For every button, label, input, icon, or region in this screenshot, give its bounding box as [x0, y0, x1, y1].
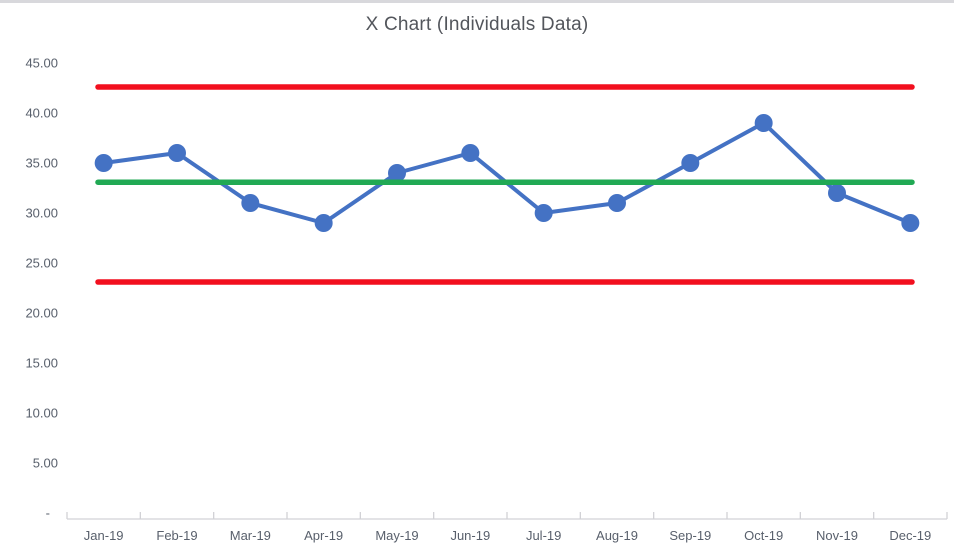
y-axis-tick-label: 15.00 — [25, 356, 58, 371]
x-axis-category-label: Oct-19 — [744, 528, 783, 543]
x-axis-category-label: Jul-19 — [526, 528, 561, 543]
data-point-marker — [754, 114, 773, 132]
data-point-marker — [534, 204, 553, 222]
x-axis-category-label: Dec-19 — [889, 528, 931, 543]
y-axis-tick-label: 40.00 — [25, 106, 58, 121]
x-axis-category-label: Jun-19 — [450, 528, 490, 543]
chart-title: X Chart (Individuals Data) — [365, 14, 589, 35]
data-point-marker — [901, 214, 920, 232]
y-axis-tick-label: 20.00 — [25, 306, 58, 321]
x-axis-category-label: May-19 — [375, 528, 418, 543]
data-point-marker — [314, 214, 333, 232]
x-axis-category-label: Feb-19 — [156, 528, 197, 543]
y-axis-tick-label: 45.00 — [25, 56, 58, 71]
data-point-marker — [388, 164, 406, 182]
individuals-line — [101, 121, 913, 225]
y-axis-tick-label: 10.00 — [25, 406, 58, 421]
data-point-marker — [828, 184, 846, 202]
data-point-marker — [241, 194, 260, 212]
y-axis-tick-label: 5.00 — [33, 456, 58, 471]
x-axis-category-label: Apr-19 — [304, 528, 343, 543]
data-point-marker — [608, 194, 626, 212]
x-axis-category-label: Aug-19 — [596, 528, 638, 543]
y-axis-tick-label: - — [46, 506, 50, 521]
data-point-marker — [168, 144, 186, 162]
y-axis-tick-label: 25.00 — [25, 256, 58, 271]
x-axis-category-label: Jan-19 — [84, 528, 124, 543]
x-axis-category-label: Sep-19 — [669, 528, 711, 543]
x-axis-category-label: Nov-19 — [816, 528, 858, 543]
data-point-marker — [681, 154, 700, 172]
x-axis-category-label: Mar-19 — [230, 528, 271, 543]
data-point-marker — [94, 154, 113, 172]
y-axis-tick-label: 30.00 — [25, 206, 58, 221]
window-edge-divider — [0, 0, 954, 3]
y-axis-tick-label: 35.00 — [25, 156, 58, 171]
data-point-marker — [461, 144, 480, 162]
